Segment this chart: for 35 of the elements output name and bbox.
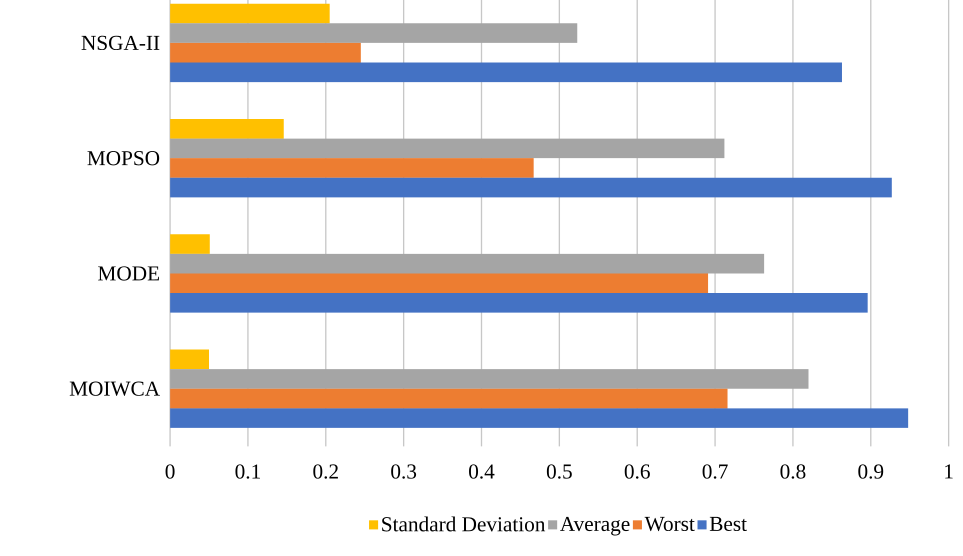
bar	[170, 388, 728, 408]
bar	[170, 42, 361, 63]
x-tick-label: 0.4	[469, 464, 494, 479]
x-tick-label: 0.2	[313, 464, 338, 479]
x-tick-label: 0.8	[780, 464, 806, 479]
bar	[170, 23, 578, 43]
y-tick-label: MOPSO	[87, 151, 160, 166]
legend-label: Standard Deviation	[382, 516, 546, 532]
bar	[170, 408, 908, 428]
bar	[170, 254, 764, 274]
bar	[170, 62, 842, 82]
bar	[170, 293, 868, 313]
x-tick-label: 0.1	[235, 464, 260, 479]
legend-label: Average	[560, 516, 630, 536]
bar	[170, 234, 210, 254]
bar	[170, 138, 724, 158]
bar	[170, 350, 210, 370]
legend-label: Best	[710, 516, 747, 532]
y-tick-label: MODE	[98, 266, 159, 281]
y-tick-label: MOIWCA	[70, 382, 160, 396]
bar	[170, 273, 708, 294]
x-tick-label: 1	[945, 464, 953, 478]
bar	[170, 178, 892, 198]
bar	[170, 119, 284, 139]
x-tick-label: 0.3	[391, 464, 416, 479]
bar	[170, 369, 808, 389]
x-tick-label: 0.5	[546, 464, 572, 479]
x-tick-label: 0.9	[858, 464, 884, 479]
x-tick-label: 0.7	[702, 464, 728, 479]
bar	[170, 4, 330, 24]
bar	[170, 158, 534, 178]
legend-label: Worst	[644, 516, 695, 532]
x-tick-label: 0	[166, 464, 175, 479]
x-tick-label: 0.6	[624, 464, 650, 479]
y-tick-label: NSGA-II	[82, 36, 160, 50]
